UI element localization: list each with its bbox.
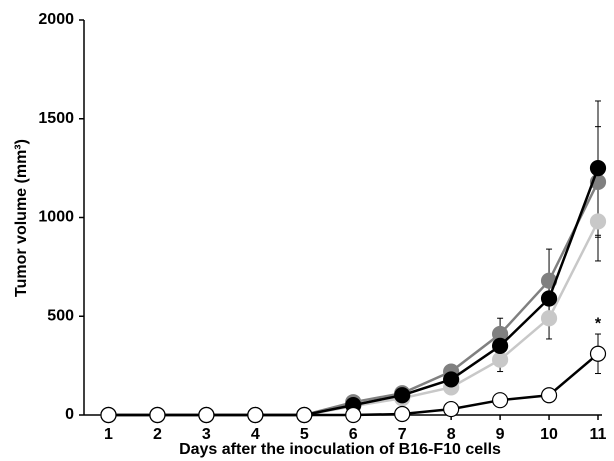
- x-tick-label: 4: [251, 426, 260, 443]
- series-line: [108, 181, 600, 417]
- marker: [443, 400, 460, 418]
- y-tick-label: 500: [47, 307, 74, 324]
- marker: [247, 406, 264, 424]
- marker: [540, 387, 558, 404]
- marker: [394, 405, 411, 423]
- marker: [443, 371, 460, 388]
- x-tick-label: 11: [590, 426, 607, 443]
- x-tick-label: 7: [398, 426, 407, 443]
- y-tick-label: 0: [65, 406, 74, 423]
- marker: [491, 337, 509, 354]
- x-tick-label: 3: [202, 426, 211, 443]
- x-tick-label: 8: [447, 426, 456, 443]
- y-tick-label: 1000: [38, 209, 74, 226]
- x-tick-label: 2: [153, 426, 162, 443]
- marker: [149, 406, 166, 424]
- y-tick-label: 2000: [38, 11, 74, 28]
- marker: [540, 290, 558, 307]
- x-tick-label: 1: [104, 426, 113, 443]
- marker: [296, 406, 313, 424]
- marker: [589, 213, 607, 230]
- x-tick-label: 9: [496, 426, 505, 443]
- annotation: *: [595, 315, 602, 332]
- series-line: [108, 167, 600, 417]
- marker: [345, 406, 362, 424]
- marker: [540, 310, 558, 327]
- marker: [491, 392, 509, 409]
- marker: [589, 160, 607, 177]
- y-axis-label: Tumor volume (mm³): [13, 139, 30, 297]
- y-tick-label: 1500: [38, 110, 74, 127]
- marker: [394, 387, 411, 404]
- marker: [589, 345, 607, 362]
- x-tick-label: 6: [349, 426, 358, 443]
- series-line: [108, 220, 600, 417]
- marker: [198, 406, 215, 424]
- marker: [100, 406, 117, 424]
- x-tick-label: 10: [540, 426, 558, 443]
- x-axis-label: Days after the inoculation of B16-F10 ce…: [179, 441, 501, 458]
- x-tick-label: 5: [300, 426, 309, 443]
- marker: [491, 351, 509, 368]
